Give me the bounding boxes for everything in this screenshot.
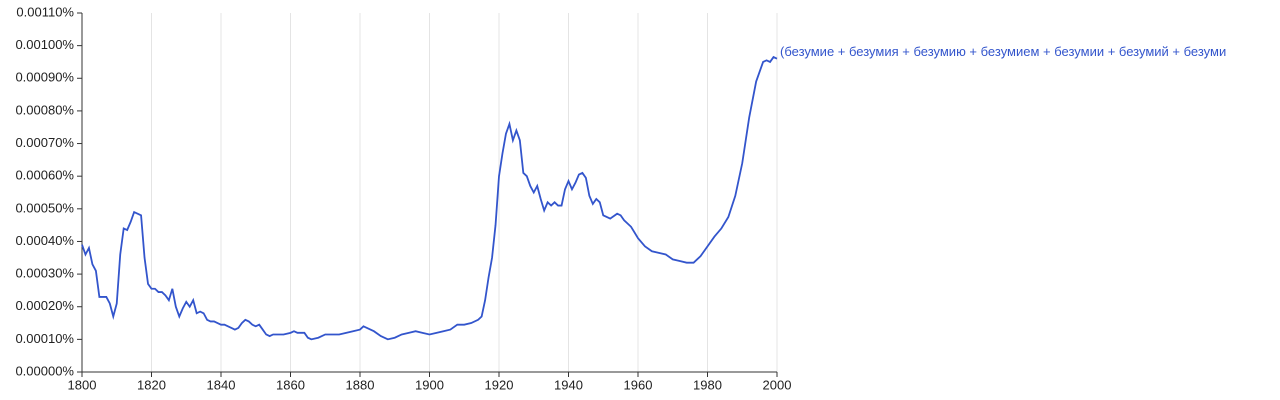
y-tick-label: 0.00050% xyxy=(15,200,74,215)
x-tick-label: 1900 xyxy=(415,377,444,392)
x-tick-label: 2000 xyxy=(763,377,792,392)
y-tick-label: 0.00000% xyxy=(15,363,74,378)
series-line xyxy=(81,55,778,341)
y-tick-label: 0.00010% xyxy=(15,331,74,346)
y-tick-label: 0.00090% xyxy=(15,70,74,85)
x-tick-label: 1920 xyxy=(485,377,514,392)
x-tick-label: 1960 xyxy=(624,377,653,392)
y-tick-label: 0.00030% xyxy=(15,266,74,281)
x-tick-label: 1820 xyxy=(137,377,166,392)
x-tick-label: 1980 xyxy=(693,377,722,392)
x-tick-label: 1800 xyxy=(68,377,97,392)
y-tick-label: 0.00040% xyxy=(15,233,74,248)
y-tick-label: 0.00020% xyxy=(15,298,74,313)
x-tick-label: 1840 xyxy=(207,377,236,392)
series-label: (безумие + безумия + безумию + безумием … xyxy=(780,44,1226,59)
x-tick-label: 1880 xyxy=(346,377,375,392)
y-tick-label: 0.00100% xyxy=(15,37,74,52)
y-tick-label: 0.00080% xyxy=(15,102,74,117)
y-tick-label: 0.00110% xyxy=(16,4,74,19)
y-tick-label: 0.00070% xyxy=(15,135,74,150)
y-tick-label: 0.00060% xyxy=(15,168,74,183)
x-tick-label: 1940 xyxy=(554,377,583,392)
x-tick-label: 1860 xyxy=(276,377,305,392)
